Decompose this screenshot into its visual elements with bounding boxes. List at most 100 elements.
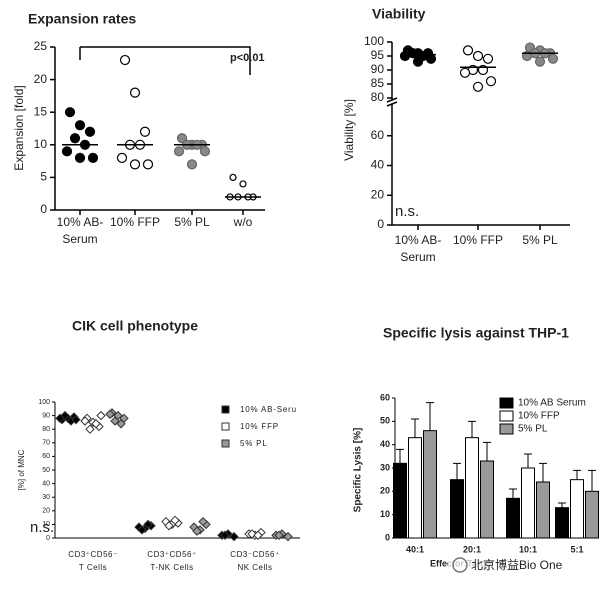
annotation: n.s. [30, 519, 54, 536]
data-point [459, 67, 471, 78]
y-tick-label: 50 [380, 416, 390, 426]
y-tick-label: 80 [371, 90, 385, 104]
data-point [425, 53, 437, 64]
data-point [274, 530, 284, 540]
data-point [199, 146, 211, 157]
bar [393, 462, 407, 539]
error-bar [483, 441, 491, 461]
data-point [534, 56, 546, 67]
data-point [137, 525, 147, 535]
bar [480, 460, 494, 539]
y-tick-label: 90 [42, 412, 50, 419]
x-tick-label: 10% AB-Serum [56, 215, 104, 246]
y-tick-label: 10 [34, 137, 48, 151]
x-tick-label: 10% FFP [109, 215, 160, 229]
significance-bracket [80, 46, 251, 75]
y-tick-label: 95 [371, 48, 385, 62]
y-tick-label: 15 [34, 104, 48, 118]
y-tick-label: 0 [377, 217, 384, 231]
error-bar [509, 488, 517, 499]
chart-title: Specific lysis against THP-1 [383, 325, 569, 341]
x-tick-label: CD3⁺CD56⁺ [147, 550, 196, 559]
y-tick-label: 40 [380, 439, 390, 449]
legend-swatch [221, 422, 230, 431]
data-point [283, 531, 293, 542]
legend-label: 10% AB-Seru [240, 405, 297, 414]
data-point [198, 516, 208, 527]
y-tick-label: 0 [46, 535, 50, 542]
data-point [61, 146, 73, 157]
y-tick-label: 25 [34, 39, 48, 53]
y-tick-label: 90 [371, 62, 385, 76]
x-tick-sublabel: T Cells [79, 563, 107, 572]
y-tick-label: 0 [40, 202, 47, 216]
data-point [220, 530, 230, 540]
data-point [143, 519, 153, 530]
x-tick-label-box: 10% FFP [453, 233, 503, 247]
data-point [91, 419, 101, 429]
y-axis-label: [%] of MNC [17, 449, 26, 490]
legend-swatch [499, 423, 514, 435]
x-tick-label-box: w/o [233, 215, 253, 229]
legend-swatch [499, 397, 514, 409]
y-tick-label: 20 [34, 72, 48, 86]
y-axis-label: Specific Lysis [%] [353, 428, 364, 513]
x-tick-label: 20:1 [463, 544, 481, 554]
data-point [80, 416, 90, 426]
legend-label: 10% FFP [240, 422, 279, 431]
bar [465, 437, 479, 539]
data-point [164, 521, 174, 531]
legend-swatch [221, 439, 230, 448]
y-tick-label: 10 [42, 521, 50, 528]
error-bar [539, 462, 547, 482]
y-tick-label: 85 [371, 76, 385, 90]
x-tick-label: w/o [233, 215, 253, 229]
error-bar [524, 453, 532, 468]
y-tick-label: 60 [42, 453, 50, 460]
y-tick-label: 60 [371, 128, 385, 142]
data-point [472, 81, 484, 92]
legend-label: 10% FFP [518, 411, 560, 422]
data-point [229, 173, 237, 181]
data-point [482, 53, 494, 64]
error-bar [468, 420, 476, 438]
error-bar [411, 418, 419, 438]
x-tick-label: 5% PL [174, 215, 210, 229]
x-tick-label: 5:1 [570, 544, 583, 554]
data-point [186, 159, 198, 170]
y-tick-label: 80 [42, 426, 50, 433]
axis-break [386, 97, 398, 103]
error-bar [588, 469, 596, 492]
x-tick-label-box: 5% PL [522, 233, 557, 247]
bar [450, 479, 464, 539]
data-point [192, 526, 202, 536]
data-point [239, 180, 247, 188]
annotation: p<0.01 [230, 52, 265, 64]
data-point [74, 152, 86, 163]
data-point [485, 76, 497, 87]
data-point [96, 410, 106, 421]
legend-swatch [499, 410, 514, 422]
data-point [87, 152, 99, 163]
axis-break [386, 101, 398, 107]
y-tick-label: 70 [42, 440, 50, 447]
y-tick-label: 100 [364, 34, 384, 48]
chart-1-static [79, 46, 251, 75]
y-tick-label: 10 [380, 509, 390, 519]
data-point [129, 159, 141, 170]
bar [521, 467, 535, 539]
x-tick-label-box: 10% AB-Serum [395, 233, 442, 264]
y-axis-label: Viability [%] [342, 99, 356, 161]
bar [555, 507, 569, 539]
data-point [84, 126, 96, 137]
y-tick-label: 30 [380, 462, 390, 472]
data-point [142, 159, 154, 170]
y-tick-label: 20 [371, 187, 385, 201]
data-point [116, 419, 126, 429]
data-point [85, 424, 95, 434]
y-tick-label: 20 [42, 508, 50, 515]
bar [408, 437, 422, 539]
data-point [462, 45, 474, 56]
